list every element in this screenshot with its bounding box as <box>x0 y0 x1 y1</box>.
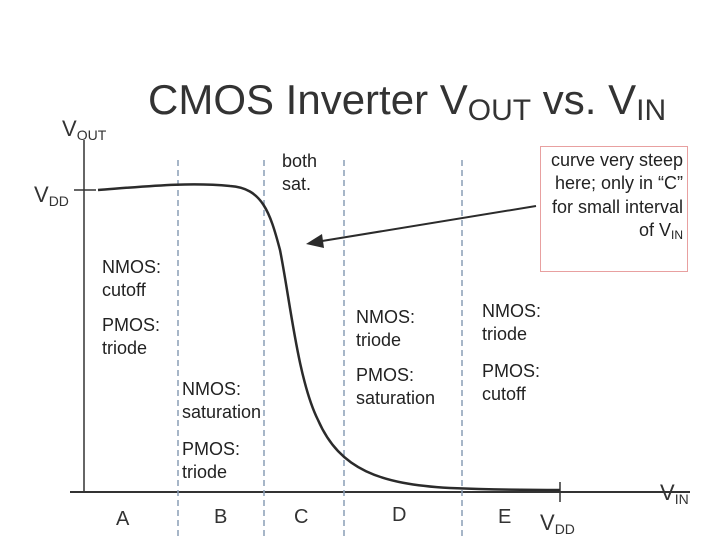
callout-line-4: of VIN <box>638 220 683 243</box>
callout-arrow <box>315 205 537 243</box>
region-letter-d: D <box>392 504 407 526</box>
region-b-pmos-label: PMOS: triode <box>182 439 241 483</box>
callout-line-2: here; only in “C” <box>554 173 683 194</box>
transfer-curve <box>97 183 561 492</box>
vdd-x-label: VDD <box>540 510 575 537</box>
region-d-nmos-label: NMOS: triode <box>482 301 542 345</box>
region-a-nmos-label: NMOS: cutoff <box>102 257 162 301</box>
region-b-nmos-label: NMOS: saturation <box>182 379 262 423</box>
steep-curve-callout: curve very steep here; only in “C” for s… <box>540 146 688 272</box>
vdd-y-label: VDD <box>34 182 69 209</box>
callout-line-3: for small interval <box>551 196 683 217</box>
region-c-pmos-label: PMOS: saturation <box>356 365 436 409</box>
region-c-nmos-label: NMOS: triode <box>356 307 416 351</box>
region-d-pmos-label: PMOS: cutoff <box>482 361 541 405</box>
region-letter-c: C <box>294 506 309 528</box>
y-axis-label: VOUT <box>62 116 107 143</box>
page-title: CMOS Inverter VOUT vs. VIN <box>148 76 667 127</box>
callout-line-1: curve very steep <box>550 150 683 170</box>
region-a-pmos-label: PMOS: triode <box>102 315 161 359</box>
callout-arrowhead <box>306 234 324 248</box>
both-saturated-label: both sat. <box>282 151 318 195</box>
region-letter-e: E <box>498 506 512 528</box>
region-letter-a: A <box>116 508 130 530</box>
region-letter-b: B <box>214 506 228 528</box>
